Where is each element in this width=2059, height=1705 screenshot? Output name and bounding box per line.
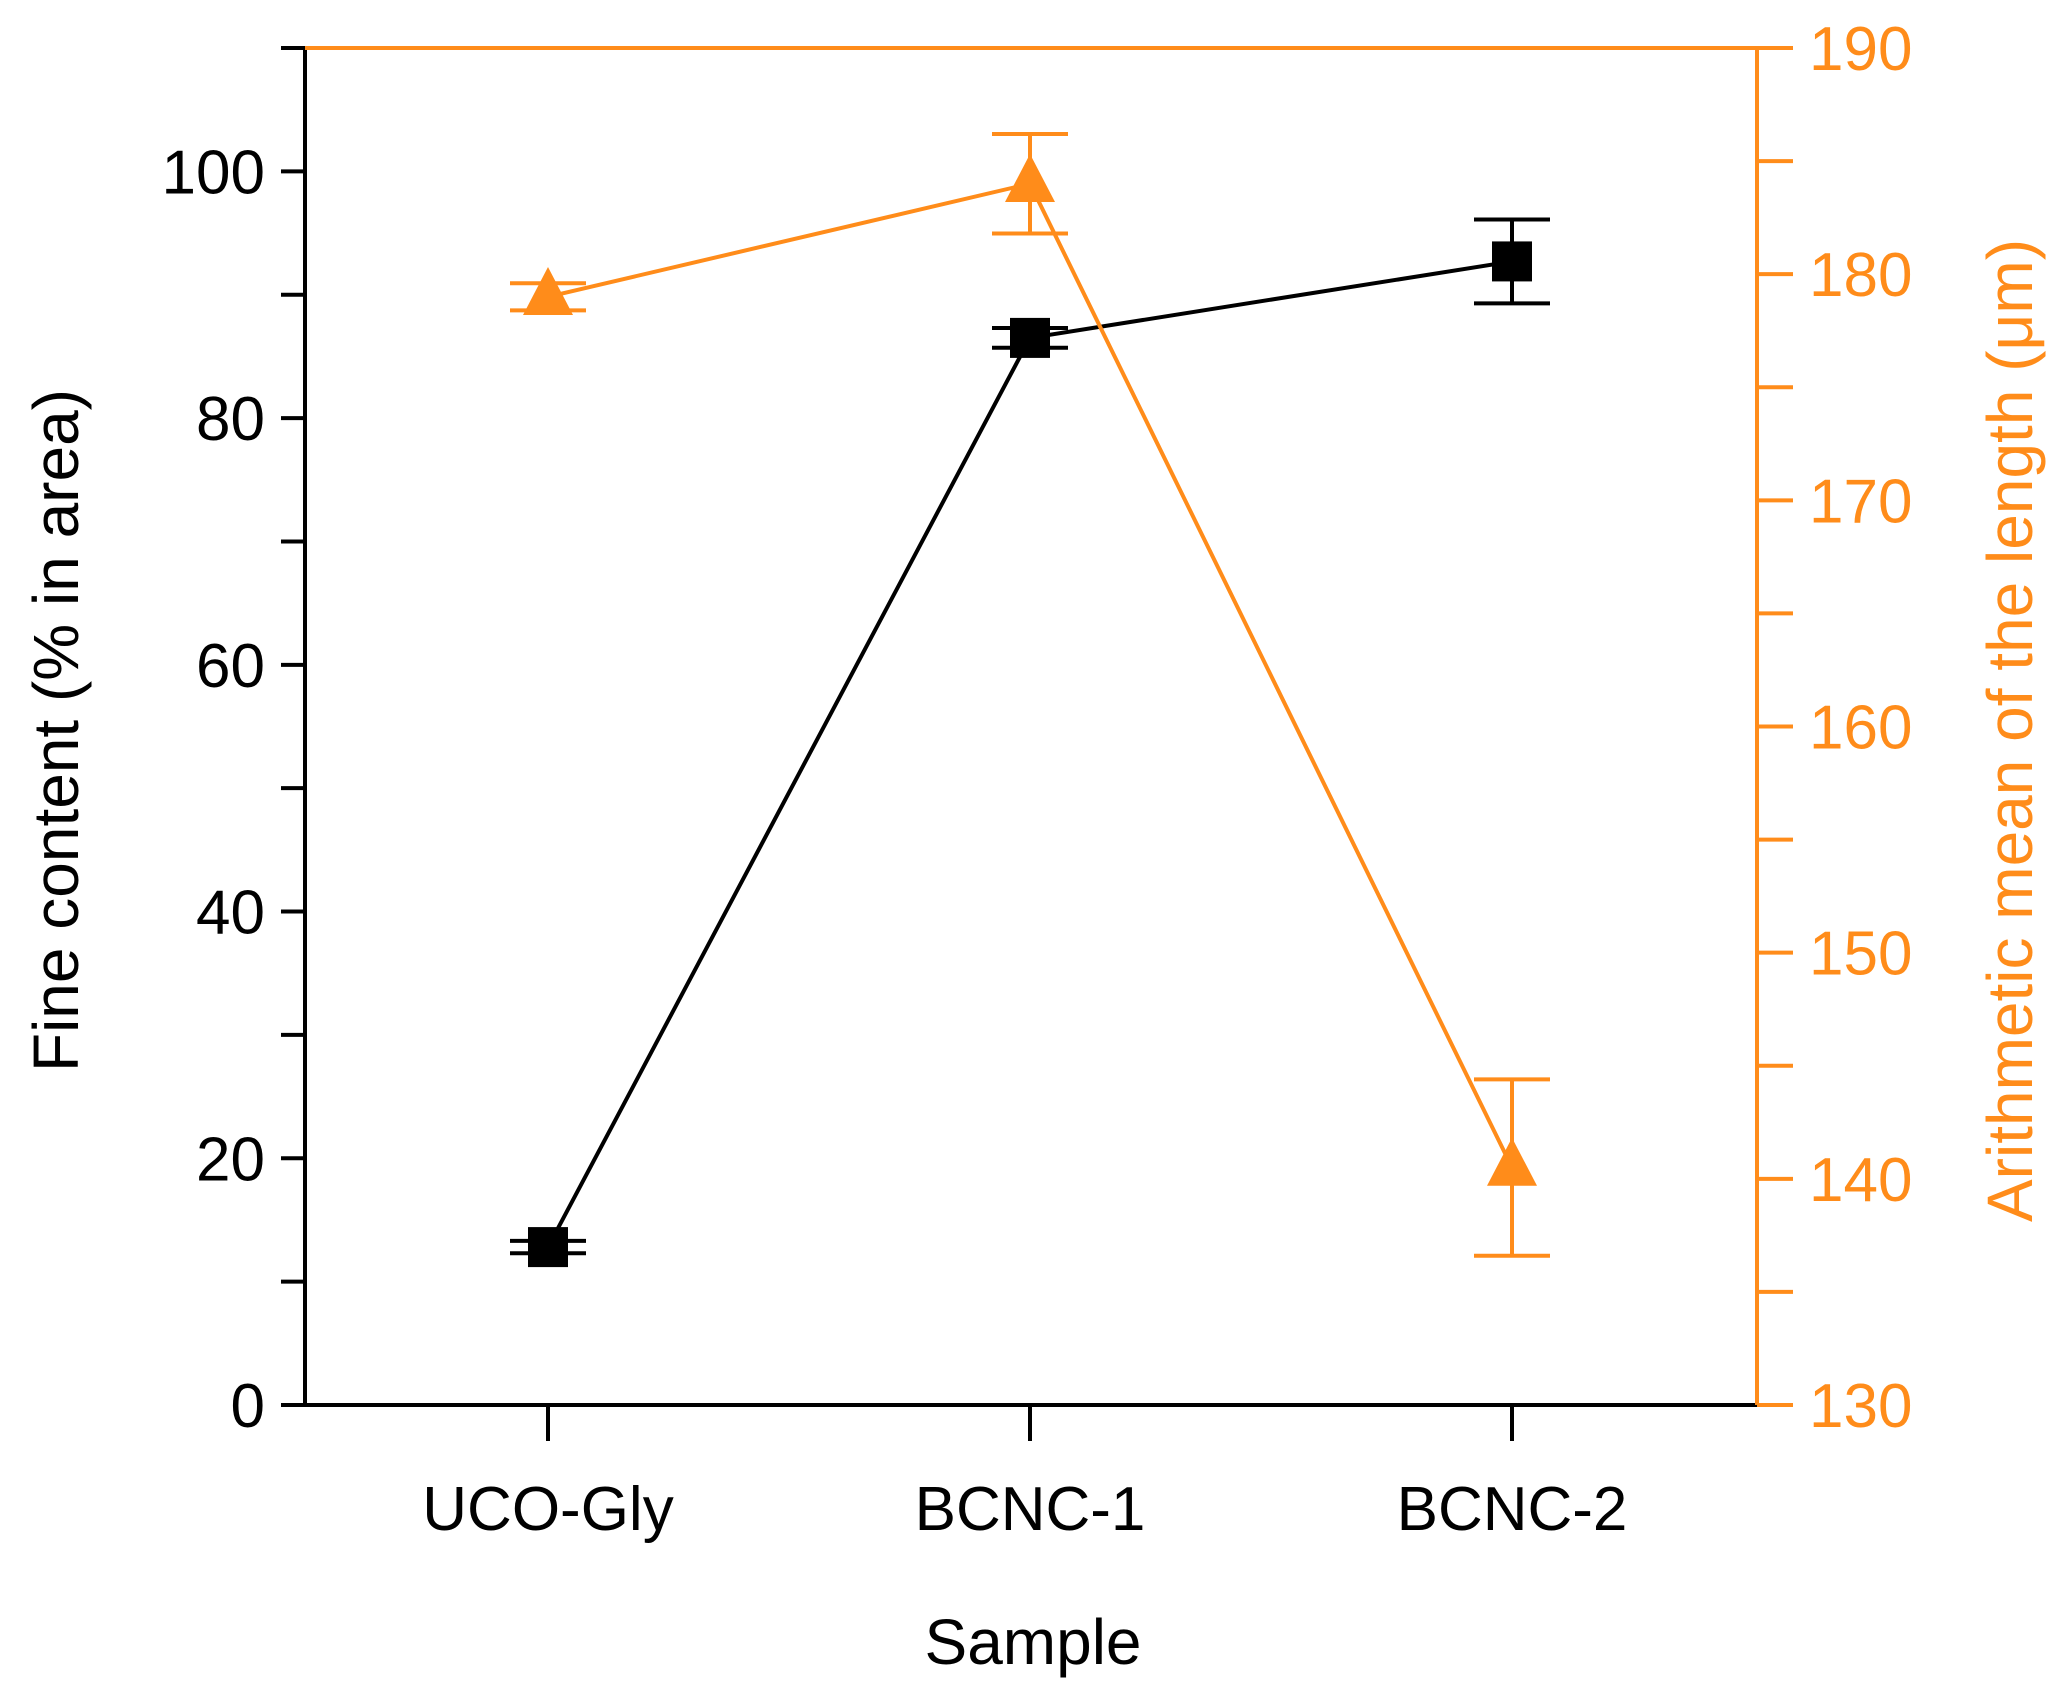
series-0-point	[1492, 241, 1532, 282]
right-tick-label: 180	[1809, 241, 1912, 310]
left-tick-label: 0	[231, 1372, 265, 1441]
left-axis-title: Fine content (% in area)	[20, 389, 92, 1072]
series-1-point	[523, 267, 573, 316]
right-tick-label: 130	[1809, 1372, 1912, 1441]
left-tick-label: 40	[196, 879, 265, 948]
right-tick-label: 160	[1809, 694, 1912, 763]
right-tick-label: 140	[1809, 1146, 1912, 1215]
series-1-point	[1487, 1137, 1537, 1186]
right-axis-title: Arithmetic mean of the length (μm)	[1974, 239, 2046, 1222]
x-tick-label: UCO-Gly	[422, 1475, 673, 1544]
x-tick-label: BCNC-1	[915, 1475, 1146, 1544]
x-axis-title: Sample	[925, 1606, 1142, 1678]
right-tick-label: 190	[1809, 15, 1912, 84]
left-tick-label: 100	[162, 138, 265, 207]
left-tick-label: 60	[196, 632, 265, 701]
series-1-point	[1005, 153, 1055, 202]
x-tick-label: BCNC-2	[1397, 1475, 1628, 1544]
labels-layer: 0 20 40 60 80 100 130 140 150 160 170 180 190 UCO-Gly…	[20, 15, 2046, 1678]
right-tick-label: 150	[1809, 920, 1912, 989]
series-layer	[510, 131, 1550, 1268]
series-0-line	[546, 259, 1513, 1249]
series-0-point	[528, 1227, 568, 1268]
right-tick-label: 170	[1809, 467, 1912, 536]
axes-layer	[281, 46, 1793, 1441]
left-tick-label: 80	[196, 385, 265, 454]
series-0-point	[1010, 317, 1050, 358]
left-tick-label: 20	[196, 1125, 265, 1194]
